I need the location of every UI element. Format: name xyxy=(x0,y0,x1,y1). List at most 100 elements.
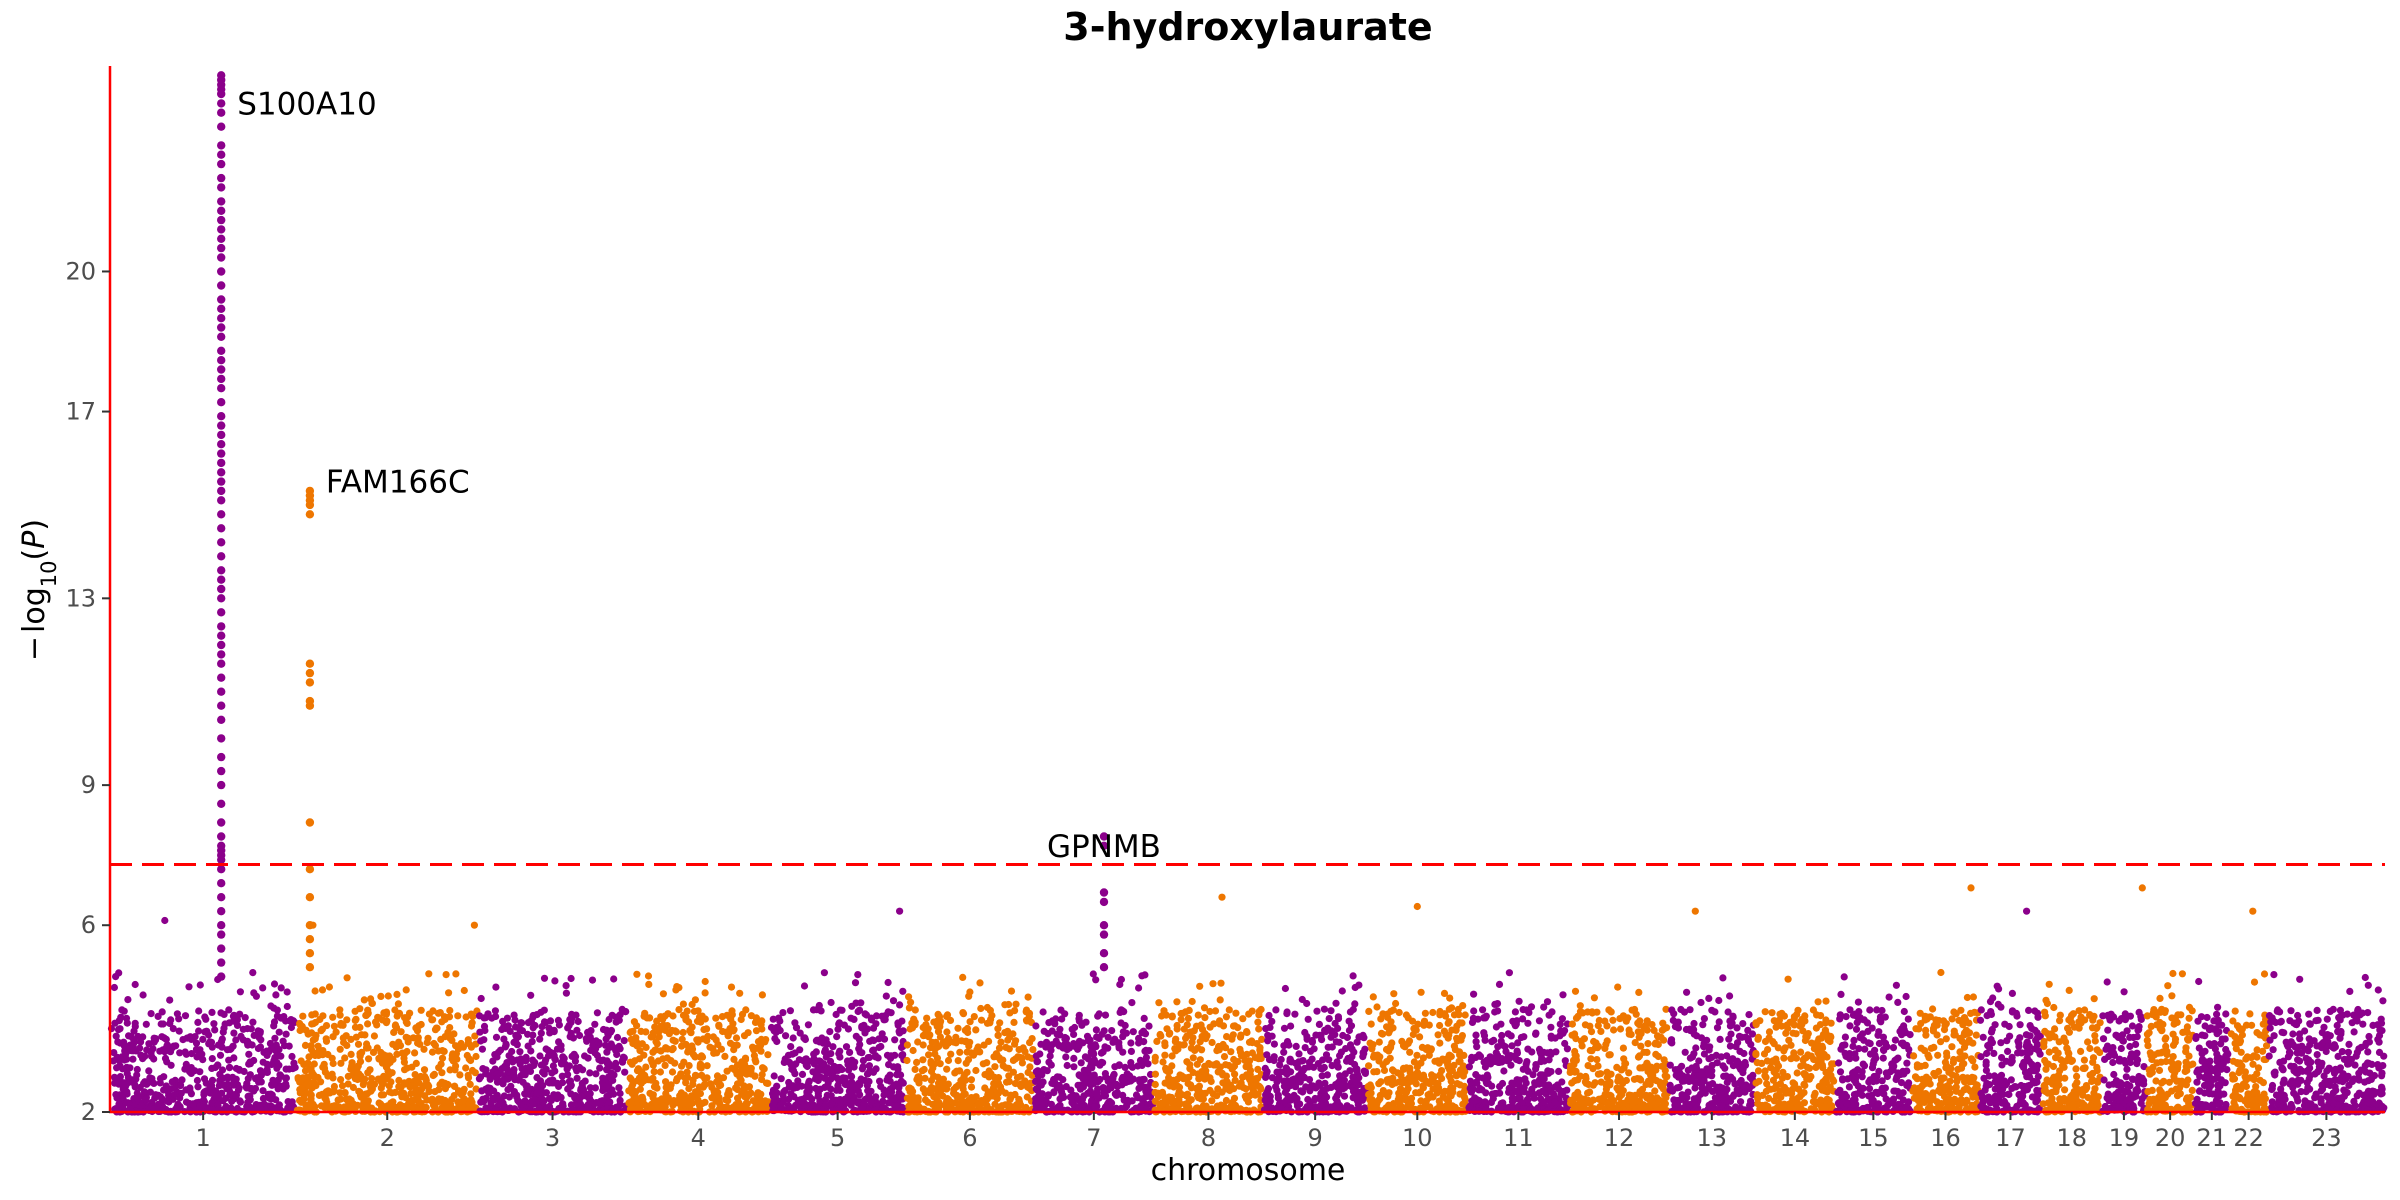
data-point xyxy=(983,1059,991,1067)
data-point xyxy=(951,1069,959,1077)
data-point xyxy=(1045,1019,1053,1027)
data-point xyxy=(827,1100,835,1108)
data-point xyxy=(1400,1087,1408,1095)
data-point xyxy=(550,1051,558,1060)
data-point xyxy=(1439,1088,1447,1097)
data-point xyxy=(1288,1076,1296,1084)
data-point xyxy=(1525,1009,1533,1017)
data-point xyxy=(146,1074,154,1082)
data-point xyxy=(751,1018,760,1026)
data-point xyxy=(1287,1022,1295,1030)
data-point xyxy=(935,1013,944,1021)
data-point xyxy=(1198,1046,1206,1054)
data-point xyxy=(1009,1056,1018,1064)
data-point xyxy=(1266,1097,1274,1105)
data-point xyxy=(960,1073,968,1081)
data-point xyxy=(1168,1012,1176,1020)
data-point xyxy=(1173,998,1181,1006)
data-point xyxy=(383,1104,391,1112)
data-point xyxy=(270,1022,278,1030)
data-point xyxy=(1102,1103,1110,1111)
data-point xyxy=(425,970,433,978)
data-point xyxy=(1385,1047,1393,1055)
data-point xyxy=(218,1089,226,1097)
data-point xyxy=(249,1018,257,1026)
data-point xyxy=(1222,1083,1230,1091)
data-point xyxy=(516,1048,524,1056)
data-point xyxy=(572,1064,580,1072)
data-point xyxy=(282,1030,290,1038)
data-point xyxy=(691,1071,700,1079)
data-point xyxy=(1032,1022,1040,1030)
data-point xyxy=(1492,1023,1500,1031)
data-point xyxy=(1177,1016,1185,1024)
data-point xyxy=(1441,1010,1449,1018)
data-point xyxy=(266,1039,274,1048)
data-point xyxy=(1158,1012,1166,1020)
data-point xyxy=(451,1082,459,1090)
data-point xyxy=(907,998,915,1006)
data-point xyxy=(305,1053,313,1061)
data-point xyxy=(1077,1059,1085,1067)
data-point xyxy=(967,1076,976,1084)
data-point xyxy=(965,1042,973,1050)
data-point xyxy=(877,1082,885,1090)
data-point xyxy=(1237,1079,1245,1087)
data-point xyxy=(1461,1011,1469,1019)
data-point xyxy=(1215,1042,1223,1051)
data-point xyxy=(488,1014,496,1022)
data-point xyxy=(386,1088,394,1096)
data-point xyxy=(1012,1000,1020,1008)
data-point xyxy=(978,1099,986,1107)
data-point xyxy=(283,988,291,996)
data-point xyxy=(567,1090,575,1098)
data-point xyxy=(493,1074,501,1082)
data-point xyxy=(329,1059,337,1068)
data-point xyxy=(1194,1089,1202,1097)
data-point xyxy=(166,1019,174,1028)
data-point xyxy=(1404,1039,1412,1048)
data-point xyxy=(244,1041,252,1049)
data-point xyxy=(972,1026,980,1034)
data-point xyxy=(961,1090,969,1098)
data-point xyxy=(1558,1078,1566,1086)
data-point xyxy=(1505,1054,1514,1063)
data-point xyxy=(657,1047,665,1055)
data-point xyxy=(703,1025,711,1033)
data-point xyxy=(297,1057,305,1065)
data-point xyxy=(740,1032,749,1040)
data-point xyxy=(391,1006,399,1014)
data-point xyxy=(1220,1102,1228,1110)
data-point xyxy=(1175,1041,1183,1049)
data-point xyxy=(589,1041,597,1050)
data-point xyxy=(847,1072,855,1080)
data-point xyxy=(401,1049,409,1057)
data-point xyxy=(1186,1061,1194,1069)
data-point xyxy=(1280,1048,1288,1056)
data-point xyxy=(967,1083,976,1091)
data-point xyxy=(115,1017,123,1025)
data-point xyxy=(275,1061,283,1069)
data-point xyxy=(1281,984,1289,993)
data-point xyxy=(1159,1058,1167,1066)
data-point xyxy=(1088,1064,1096,1072)
data-point xyxy=(175,1015,183,1023)
data-point xyxy=(1470,990,1478,998)
data-point xyxy=(539,1082,547,1090)
data-point xyxy=(1256,1046,1264,1054)
data-point xyxy=(1087,1042,1095,1050)
data-point xyxy=(181,1048,189,1056)
data-point xyxy=(467,1043,475,1051)
data-point xyxy=(759,1064,767,1072)
data-point xyxy=(126,1064,134,1072)
data-point xyxy=(758,1070,766,1079)
data-point xyxy=(628,1060,636,1068)
data-point xyxy=(734,1080,742,1088)
data-point xyxy=(1383,1076,1391,1084)
data-point xyxy=(822,1053,830,1061)
data-point xyxy=(841,1080,850,1089)
data-point xyxy=(415,1073,423,1082)
data-point xyxy=(1176,1100,1184,1108)
data-point xyxy=(943,1065,951,1073)
data-point xyxy=(703,1062,711,1070)
